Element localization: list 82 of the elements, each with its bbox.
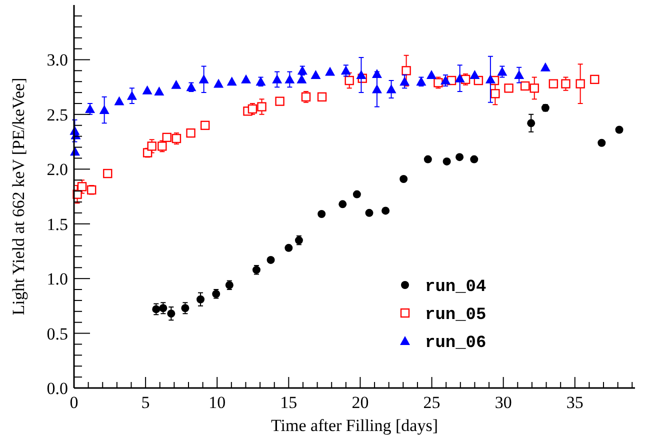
point (356, 70, 366, 80)
point (365, 208, 374, 217)
point (126, 90, 137, 100)
x-tick-label: 35 (566, 393, 584, 412)
point (520, 81, 530, 91)
point (527, 119, 536, 128)
point (296, 74, 307, 84)
point (548, 79, 558, 88)
x-tick-label: 15 (280, 393, 298, 412)
point (540, 62, 550, 72)
point (382, 206, 390, 215)
point (338, 200, 347, 208)
y-tick-label: 1.0 (46, 270, 68, 289)
y-tick-label: 2.0 (46, 160, 68, 180)
x-axis-title: Time after Filling [days] (271, 416, 438, 435)
point (171, 80, 182, 89)
x-tick-label: 20 (352, 393, 369, 412)
point (198, 74, 209, 84)
x-tick-label: 0 (70, 393, 78, 412)
point (284, 244, 293, 252)
y-tick-label: 0.0 (46, 379, 68, 398)
point (352, 190, 361, 198)
x-tick-label: 10 (208, 393, 226, 412)
y-axis-title: Light Yield at 662 keV [PE/keVee] (9, 78, 28, 316)
point (167, 310, 176, 318)
point (615, 126, 624, 134)
point (344, 76, 354, 86)
point (275, 96, 284, 106)
point (99, 105, 110, 114)
point (426, 70, 436, 80)
point (272, 74, 282, 84)
point (200, 120, 210, 130)
point (400, 76, 410, 86)
point (504, 84, 514, 93)
point (386, 84, 396, 94)
point (485, 74, 496, 84)
y-tick-label: 0.5 (46, 324, 68, 344)
x-tick-label: 30 (494, 393, 512, 412)
point (226, 76, 237, 86)
point (561, 79, 570, 88)
point (424, 155, 432, 164)
point (241, 74, 252, 84)
point (590, 74, 600, 84)
point (154, 86, 164, 96)
point (196, 295, 205, 304)
x-tick-label: 5 (141, 393, 150, 412)
point (514, 70, 524, 80)
point (77, 182, 87, 192)
point (490, 89, 500, 98)
y-tick-label: 3.0 (46, 50, 68, 70)
point (454, 73, 465, 82)
point (310, 70, 321, 80)
point (400, 174, 408, 183)
point (470, 155, 478, 164)
point (162, 132, 172, 142)
point (147, 142, 156, 151)
point (598, 138, 606, 147)
point (318, 210, 326, 218)
legend-label: run_05 (425, 306, 486, 325)
y-tick-label: 1.5 (46, 214, 68, 234)
point (103, 168, 112, 178)
point (186, 128, 196, 138)
point (372, 68, 382, 78)
point (257, 102, 266, 112)
point (530, 84, 539, 93)
point (214, 78, 224, 88)
point (142, 85, 152, 94)
legend-label: run_04 (425, 278, 486, 297)
point (114, 96, 124, 106)
point (372, 84, 382, 94)
x-tick-label: 25 (423, 393, 440, 412)
point (266, 256, 275, 264)
point (456, 153, 464, 162)
legend-label: run_06 (425, 334, 486, 353)
point (442, 157, 451, 166)
point (402, 66, 411, 76)
point (470, 70, 480, 80)
point (284, 74, 295, 84)
point (576, 79, 585, 88)
point (325, 66, 336, 76)
y-tick-label: 2.5 (46, 105, 68, 124)
point (317, 92, 327, 102)
